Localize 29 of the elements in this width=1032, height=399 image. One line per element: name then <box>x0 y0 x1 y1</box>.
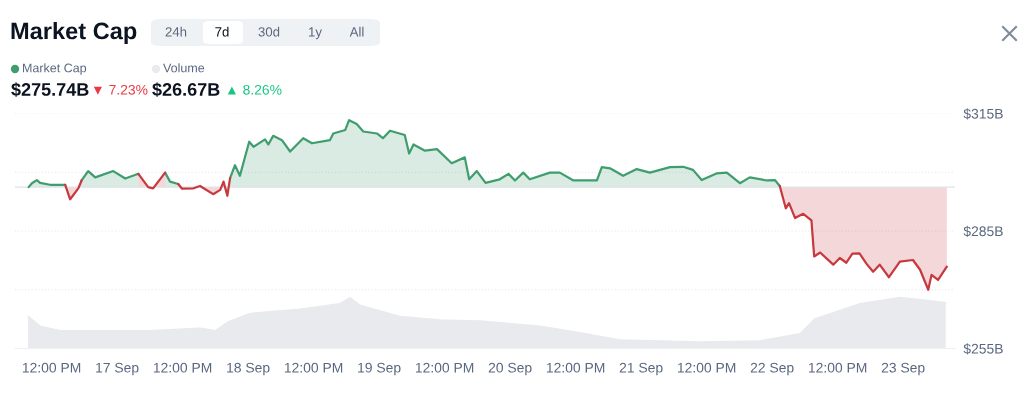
y-tick-label: $285B <box>963 225 1003 237</box>
x-tick-label: 12:00 PM <box>415 362 474 373</box>
text: $275.74B <box>11 82 89 98</box>
legend-label: Market Cap <box>23 63 87 75</box>
x-tick-label: 22 Sep <box>750 362 794 376</box>
text: 7d <box>215 26 229 37</box>
legend-label: Volume <box>163 63 205 73</box>
x-tick-label: 12:00 PM <box>677 362 736 373</box>
x-tick-label: 21 Sep <box>619 362 663 376</box>
text: ▲ 8.26% <box>227 84 282 95</box>
x-tick-label: 12:00 PM <box>22 362 81 373</box>
text: 1y <box>309 27 322 40</box>
text: ▼ 7.23% <box>93 84 148 95</box>
y-tick-label: $315B <box>963 108 1003 120</box>
text: All <box>349 26 364 37</box>
text: 30d <box>258 26 280 37</box>
x-tick-label: 18 Sep <box>227 362 270 376</box>
y-tick-label: $255B <box>963 343 1003 355</box>
x-tick-label: 12:00 PM <box>153 362 212 373</box>
x-tick-label: 19 Sep <box>358 362 401 376</box>
x-tick-label: 23 Sep <box>881 362 925 376</box>
x-tick-label: 12:00 PM <box>808 362 867 373</box>
chart-title: Market Cap <box>11 22 137 44</box>
x-tick-label: 17 Sep <box>96 362 139 376</box>
text: $26.67B <box>152 82 220 98</box>
x-tick-label: 20 Sep <box>488 362 532 376</box>
text: 24h <box>165 26 187 37</box>
x-tick-label: 12:00 PM <box>284 362 343 373</box>
x-tick-label: 12:00 PM <box>546 362 605 373</box>
